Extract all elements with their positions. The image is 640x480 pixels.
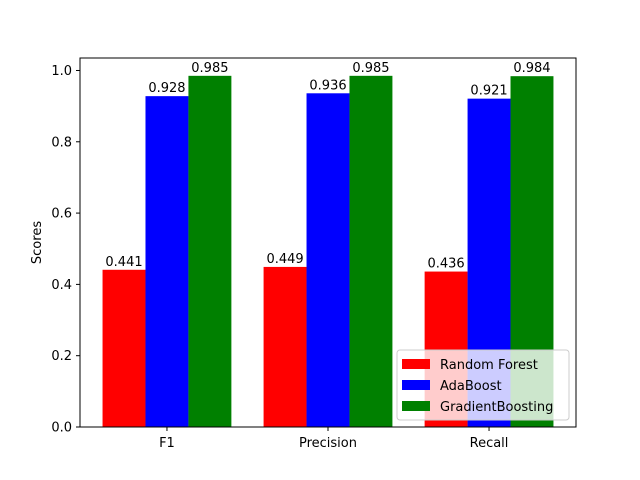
legend-label: AdaBoost [440,379,502,394]
legend-swatch [402,380,430,390]
bar-random-forest-precision [263,266,307,427]
y-tick-label: 0.4 [51,278,72,293]
x-tick-label: Recall [470,436,509,451]
bar-adaboost-f1 [145,96,189,427]
data-label: 0.985 [191,61,228,76]
data-label: 0.441 [105,255,142,270]
y-tick-label: 1.0 [51,64,72,79]
data-label: 0.921 [470,84,507,99]
legend-swatch [402,401,430,411]
data-label: 0.985 [352,61,389,76]
legend-label: GradientBoosting [440,400,553,415]
x-tick-label: F1 [159,436,175,451]
data-label: 0.449 [266,252,303,267]
y-axis: 0.0 0.2 0.4 0.6 0.8 1.0 [51,64,80,436]
x-tick-label: Precision [299,436,357,451]
bar-adaboost-precision [306,93,350,427]
y-axis-label: Scores [30,221,45,264]
data-label: 0.436 [427,257,464,272]
x-axis: F1 Precision Recall [159,427,508,451]
legend: Random Forest AdaBoost GradientBoosting [396,349,570,421]
y-tick-label: 0.8 [51,135,72,150]
legend-swatch [402,359,430,369]
data-label: 0.936 [309,78,346,93]
legend-label: Random Forest [440,358,538,373]
bar-gradientboosting-precision [349,75,393,428]
legend-box [396,349,570,421]
data-label: 0.984 [513,61,550,76]
y-tick-label: 0.6 [51,207,72,222]
y-tick-label: 0.2 [51,349,72,364]
y-tick-label: 0.0 [51,421,72,436]
data-label: 0.928 [148,81,185,96]
bar-gradientboosting-f1 [188,75,232,428]
bar-random-forest-f1 [102,269,146,427]
data-labels-layer: 0.441 0.449 0.436 0.928 0.936 0.921 0.985 0.985… [105,61,550,272]
